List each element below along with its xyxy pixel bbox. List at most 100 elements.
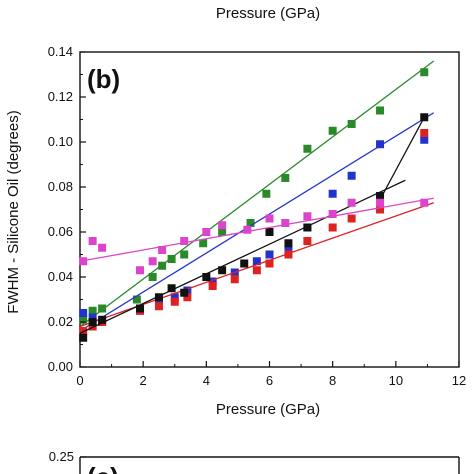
data-point xyxy=(170,293,179,302)
data-point xyxy=(208,277,217,286)
panel-c-fragment: 0.25 (c) xyxy=(49,449,460,474)
panel-b-chart: (b) 0 2 4 6 8 10 12 0.000.020.040.060.080.100.… xyxy=(5,44,466,418)
data-point xyxy=(208,282,217,290)
data-point xyxy=(98,315,107,324)
y-tick-label: 0.06 xyxy=(48,224,73,239)
data-point xyxy=(230,275,239,284)
data-point xyxy=(328,223,337,232)
data-point xyxy=(243,225,252,234)
data-point xyxy=(158,246,167,254)
data-point xyxy=(252,266,261,275)
data-point xyxy=(98,243,107,252)
top-panel-xlabel: Pressure (GPa) xyxy=(216,5,320,22)
y-axis-ticks: 0.00 0.02 0.04 0.06 0.08 0.10 0.12 0.14 xyxy=(48,44,86,374)
data-point xyxy=(154,293,163,302)
data-point xyxy=(136,304,145,313)
data-point xyxy=(79,327,88,335)
data-point xyxy=(246,219,255,227)
data-point xyxy=(132,295,141,304)
data-point xyxy=(88,318,97,326)
data-point xyxy=(281,219,290,227)
x-tick-label: 6 xyxy=(266,373,273,388)
fit-line-1 xyxy=(79,112,435,332)
data-point xyxy=(79,309,88,317)
x-tick-label: 12 xyxy=(452,373,466,388)
y-tick-label: 0.10 xyxy=(48,134,73,149)
y-tick-label: 0.02 xyxy=(48,314,73,329)
data-point xyxy=(148,273,157,281)
data-point xyxy=(79,257,88,266)
data-point xyxy=(167,284,176,293)
data-point xyxy=(328,126,337,135)
data-point xyxy=(265,250,274,259)
x-tick-label: 0 xyxy=(76,373,83,388)
data-point xyxy=(420,68,429,77)
plot-frame xyxy=(79,51,460,368)
data-point xyxy=(303,212,312,221)
y-tick-label: 0.04 xyxy=(48,269,73,284)
data-point xyxy=(420,129,429,137)
data-point xyxy=(180,288,189,297)
data-point xyxy=(148,257,157,266)
data-point xyxy=(420,135,429,144)
data-point xyxy=(154,302,163,311)
connector-line xyxy=(382,116,425,195)
data-point xyxy=(265,228,274,236)
data-point xyxy=(376,140,385,149)
data-point xyxy=(170,297,179,306)
data-point xyxy=(420,198,429,207)
data-point xyxy=(376,205,385,214)
panel-label-c: (c) xyxy=(87,462,119,474)
data-point xyxy=(180,237,189,245)
panel-c-y-tick: 0.25 xyxy=(49,449,74,464)
data-point xyxy=(303,144,312,153)
data-point xyxy=(347,171,356,180)
x-axis-ticks: 0 2 4 6 8 10 12 xyxy=(76,361,466,388)
series-2 xyxy=(79,129,434,335)
y-tick-label: 0.00 xyxy=(48,359,73,374)
data-point xyxy=(202,273,211,281)
data-point xyxy=(281,174,290,182)
data-point xyxy=(303,237,312,245)
data-point xyxy=(347,198,356,207)
data-point xyxy=(136,266,145,275)
data-point xyxy=(376,198,385,207)
data-point xyxy=(158,261,167,270)
data-point xyxy=(88,313,97,322)
data-point xyxy=(218,221,227,230)
y-tick-label: 0.14 xyxy=(48,44,73,59)
data-point xyxy=(284,250,293,259)
data-point xyxy=(218,228,227,236)
data-point xyxy=(98,304,107,313)
data-point xyxy=(79,333,88,342)
fit-line-3 xyxy=(79,179,406,334)
y-axis-title: FWHM - Silicone Oil (degrees) xyxy=(5,110,22,313)
data-point xyxy=(183,293,192,302)
data-point xyxy=(240,259,249,268)
data-point xyxy=(79,315,88,324)
data-point xyxy=(88,322,97,331)
data-point xyxy=(262,189,271,198)
data-point xyxy=(303,223,312,232)
data-point xyxy=(284,239,293,248)
data-point xyxy=(199,239,208,248)
series-0 xyxy=(79,60,435,328)
data-point xyxy=(167,255,176,263)
x-tick-label: 4 xyxy=(203,373,210,388)
data-point xyxy=(88,237,97,245)
data-point xyxy=(202,228,211,236)
data-point xyxy=(328,189,337,198)
data-point xyxy=(376,192,385,200)
panel-label-b: (b) xyxy=(87,64,120,94)
series-3 xyxy=(79,113,429,342)
data-point xyxy=(265,214,274,223)
x-tick-label: 2 xyxy=(140,373,147,388)
data-point xyxy=(218,266,227,275)
data-point xyxy=(328,210,337,218)
plot-content xyxy=(79,60,435,342)
data-point xyxy=(347,120,356,128)
data-point xyxy=(265,259,274,268)
fit-line-0 xyxy=(79,60,435,328)
data-point xyxy=(252,257,261,266)
